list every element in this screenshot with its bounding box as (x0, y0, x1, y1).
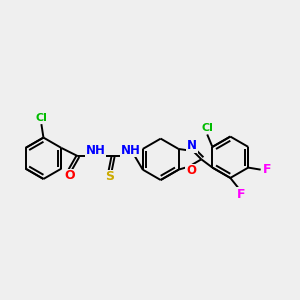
Text: O: O (186, 164, 196, 177)
Text: F: F (262, 163, 271, 176)
Text: Cl: Cl (201, 123, 213, 133)
Text: NH: NH (85, 143, 105, 157)
Text: Cl: Cl (35, 113, 47, 123)
Text: NH: NH (121, 143, 141, 157)
Text: N: N (187, 140, 197, 152)
Text: O: O (64, 169, 75, 182)
Text: F: F (236, 188, 245, 201)
Text: S: S (106, 170, 115, 183)
